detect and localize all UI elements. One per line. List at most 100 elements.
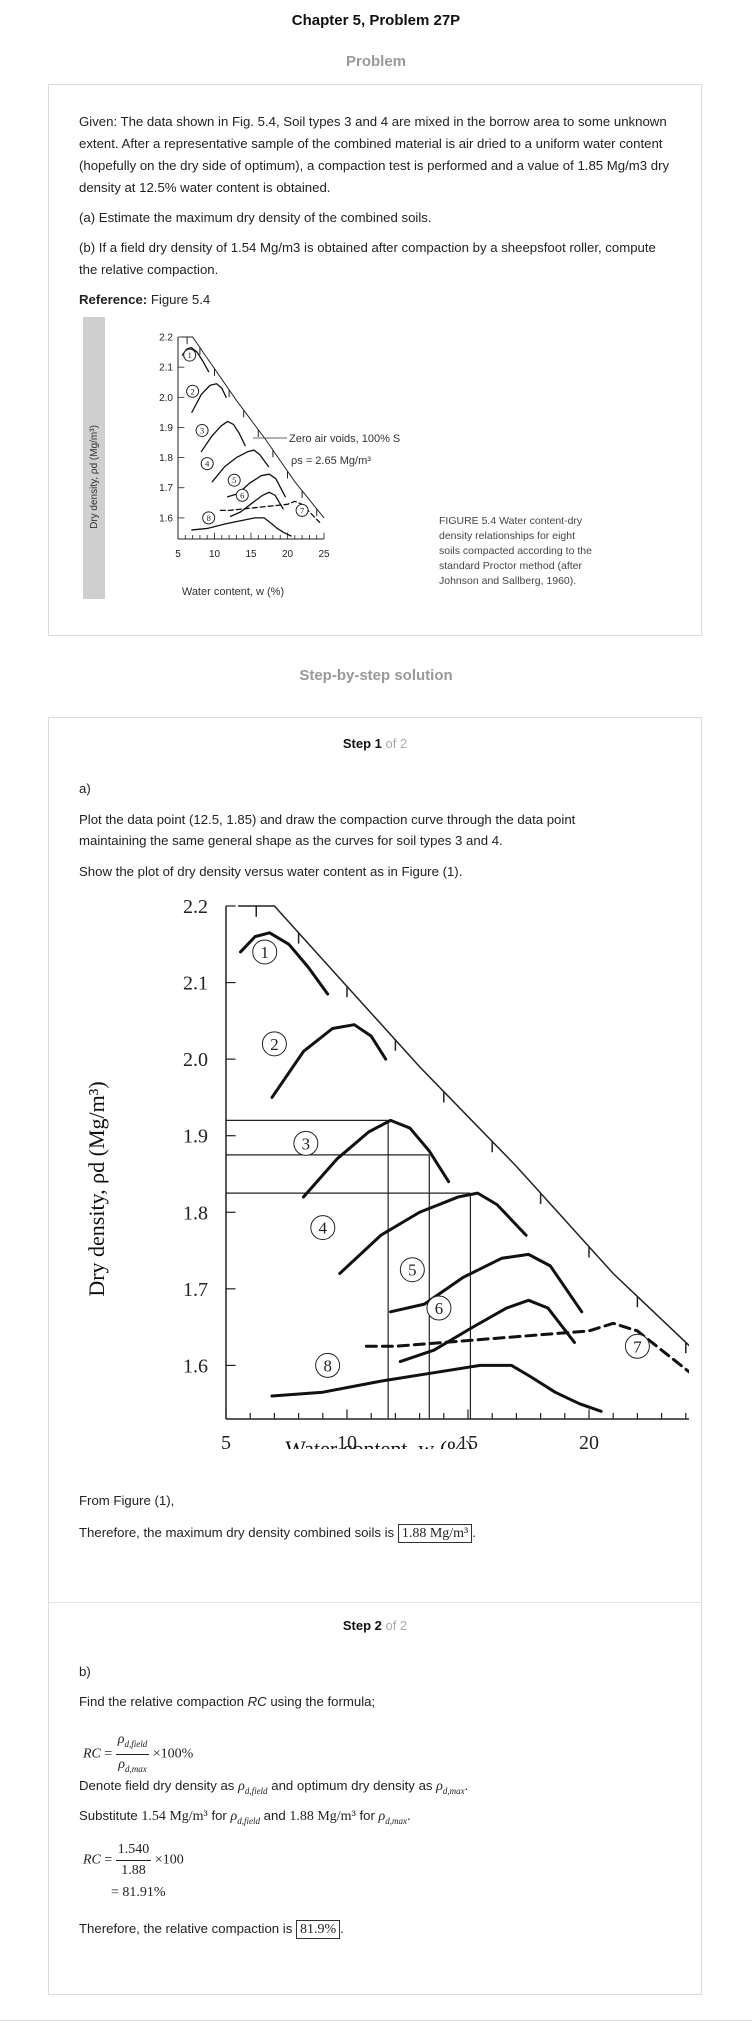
small-curve-2 (191, 383, 227, 414)
step-1-part: a) (79, 781, 91, 796)
small-curve-marker (202, 511, 216, 525)
calc-den: 1.88 (121, 1863, 146, 1878)
small-curve-marker (295, 503, 309, 517)
big-curve-marker (310, 1215, 336, 1241)
big-curve-marker (426, 1295, 452, 1321)
problem-given: Given: The data shown in Fig. 5.4, Soil … (79, 114, 670, 195)
value-max: 1.88 Mg/m³ (289, 1809, 356, 1824)
small-y-tick-label: 2.1 (159, 363, 173, 374)
small-curve-marker (227, 473, 241, 487)
step-2-header: Step 2 of 2 (49, 1618, 701, 1633)
step-divider (49, 1602, 701, 1603)
figure-scan-strip (83, 317, 105, 599)
step-1-answer: 1.88 Mg/m³ (397, 1524, 473, 1543)
page-bottom-rule (0, 2020, 752, 2021)
big-curve-marker (293, 1130, 319, 1156)
problem-reference: Reference: Figure 5.4 (79, 289, 675, 311)
big-y-tick-label: 2.0 (183, 1049, 208, 1071)
denote-b: and optimum dry density as (271, 1778, 433, 1793)
problem-body: Given: The data shown in Fig. 5.4, Soil … (79, 111, 675, 319)
big-y-tick-label: 1.8 (183, 1202, 208, 1224)
big-zero-air-voids-line (238, 905, 689, 1347)
small-curve-marker (195, 423, 209, 437)
big-xlabel: Water content, w (%) (285, 1436, 473, 1449)
solution-card: Step 1 of 2 a) Plot the data point (12.5… (48, 717, 702, 1995)
step-2-find-rc: RC (247, 1694, 267, 1709)
big-curve-marker-label: 4 (319, 1219, 328, 1238)
big-curve-marker-label: 2 (270, 1035, 278, 1054)
rc-result: = 81.91% (111, 1885, 166, 1900)
problem-heading: Problem (345, 53, 406, 70)
small-x-tick-label: 10 (209, 549, 221, 560)
big-curve-marker (261, 1031, 287, 1057)
figure-1-chart: Dry density, ρd (Mg/m³) 5101520251.61.71… (84, 896, 689, 1449)
small-curve-marker-label: 5 (232, 476, 236, 485)
big-curve-2 (270, 1023, 388, 1099)
big-curve-marker-label: 1 (261, 943, 269, 962)
step-2-answer: 81.9% (295, 1920, 341, 1939)
big-y-tick-label: 1.9 (183, 1126, 208, 1148)
small-y-tick-label: 1.7 (159, 483, 173, 494)
small-curve-marker-label: 6 (240, 491, 244, 500)
small-y-tick-label: 1.8 (159, 453, 173, 464)
small-x-tick-label: 15 (245, 549, 257, 560)
caption-line-1: FIGURE 5.4 Water content-dry (439, 515, 583, 527)
step-2-find-post: using the formula; (266, 1694, 376, 1709)
small-curve-marker (186, 384, 200, 398)
small-x-tick-label: 20 (282, 549, 294, 560)
small-y-tick-label: 1.6 (159, 513, 173, 524)
big-x-tick-label: 10 (337, 1432, 357, 1449)
big-curves: 1 2 3 4 56 7 8 (238, 905, 689, 1413)
big-curve-marker (252, 939, 278, 965)
step-2-find-pre: Find the relative compaction (79, 1694, 248, 1709)
big-curve-marker (315, 1352, 341, 1378)
caption-line-3: soils compacted according to the (439, 545, 592, 557)
small-y-tick-label: 1.9 (159, 423, 173, 434)
caption-line-2: density relationships for eight (439, 530, 575, 542)
big-y-tick-label: 2.2 (183, 896, 208, 918)
small-x-tick-label: 5 (175, 549, 181, 560)
reference-label: Reference: (79, 292, 148, 307)
page-title: Chapter 5, Problem 27P (291, 12, 461, 29)
small-curve-marker-label: 2 (191, 387, 195, 396)
big-curve-marker-label: 6 (435, 1299, 443, 1318)
zav-label: Zero air voids, 100% S (289, 433, 400, 445)
step-1-conclusion: Therefore, the maximum dry density combi… (79, 1524, 476, 1543)
small-curve-3 (200, 420, 246, 453)
caption-line-4: standard Proctor method (after (439, 560, 582, 572)
big-x-tick-label: 5 (221, 1432, 231, 1449)
step-1-therefore: Therefore, the maximum dry density combi… (79, 1525, 395, 1540)
solution-heading: Step-by-step solution (299, 667, 453, 684)
small-curve-marker-label: 7 (300, 506, 304, 515)
small-curve-marker-label: 8 (207, 514, 211, 523)
step-2-conclusion: Therefore, the relative compaction is 81… (79, 1920, 344, 1939)
small-curve-marker-label: 3 (200, 426, 204, 435)
small-curve-marker-label: 4 (205, 460, 210, 469)
big-x-tick-label: 20 (579, 1432, 599, 1449)
problem-card: Given: The data shown in Fig. 5.4, Soil … (48, 84, 702, 636)
step-2-find: Find the relative compaction RC using th… (79, 1692, 375, 1712)
step-1-of: of 2 (381, 736, 408, 751)
value-field: 1.54 Mg/m³ (141, 1809, 208, 1824)
small-curve-marker (183, 348, 197, 362)
and-word: and (263, 1808, 286, 1823)
step-2-substitute: Substitute 1.54 Mg/m³ for ρd,field and 1… (79, 1808, 411, 1826)
step-2-of: of 2 (381, 1618, 408, 1633)
step-2-denote: Denote field dry density as ρd,field and… (79, 1778, 469, 1796)
big-curve-marker-label: 5 (408, 1261, 416, 1280)
figure-caption: FIGURE 5.4 Water content-dry density rel… (439, 515, 592, 587)
small-curve-marker (235, 488, 249, 502)
big-curve-5 (389, 1252, 584, 1314)
step-1-line-1: Plot the data point (12.5, 1.85) and dra… (79, 812, 576, 827)
big-x-tick-label: 15 (458, 1432, 478, 1449)
small-curve-marker-label: 1 (188, 351, 192, 360)
step-2-therefore: Therefore, the relative compaction is (79, 1921, 293, 1936)
rc-calc-fraction: 1.540 1.88 (115, 1840, 152, 1881)
step-2-label: Step 2 (342, 1618, 382, 1633)
big-curve-marker (399, 1257, 425, 1283)
reference-value: Figure 5.4 (147, 292, 211, 307)
small-y-tick-label: 2.0 (159, 393, 173, 404)
big-curve-7 (364, 1321, 689, 1374)
small-x-tick-label: 25 (318, 549, 330, 560)
step-1-from-figure: From Figure (1), (79, 1493, 175, 1508)
